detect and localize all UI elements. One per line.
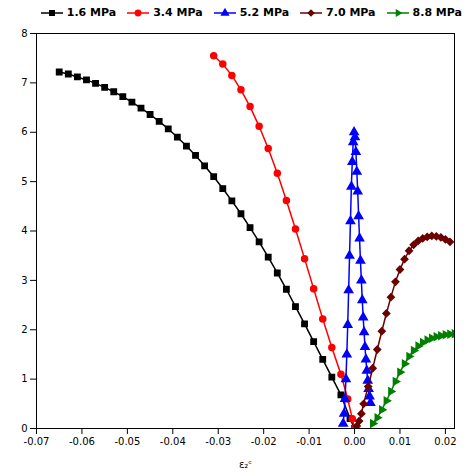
html-text:7.0 MPa: 7.0 MPa: [326, 6, 376, 19]
svg-text:-0.07: -0.07: [24, 436, 50, 447]
svg-text:-0.01: -0.01: [296, 436, 322, 447]
svg-text:-0.04: -0.04: [160, 436, 186, 447]
svg-text:6: 6: [21, 126, 27, 137]
svg-text:7: 7: [21, 77, 27, 88]
svg-text:5: 5: [21, 176, 27, 187]
svg-text:0.00: 0.00: [343, 436, 365, 447]
html-text:5.2 MPa: 5.2 MPa: [239, 6, 290, 19]
svg-text:-0.02: -0.02: [251, 436, 277, 447]
svg-text:3: 3: [21, 275, 27, 286]
html-text:1.6 MPa: 1.6 MPa: [66, 6, 117, 19]
svg-text:8: 8: [21, 28, 27, 39]
svg-text:ε₂ᶜ: ε₂ᶜ: [239, 459, 252, 470]
svg-text:0: 0: [21, 423, 27, 434]
svg-text:2: 2: [21, 324, 27, 335]
html-text:3.4 MPa: 3.4 MPa: [153, 6, 203, 19]
svg-text:4: 4: [21, 225, 27, 236]
svg-text:-0.03: -0.03: [205, 436, 231, 447]
svg-text:-0.06: -0.06: [69, 436, 95, 447]
svg-text:0.02: 0.02: [434, 436, 456, 447]
svg-text:0.01: 0.01: [389, 436, 411, 447]
svg-text:-0.05: -0.05: [114, 436, 140, 447]
html-text:8.8 MPa: 8.8 MPa: [412, 6, 462, 19]
svg-text:1: 1: [21, 373, 27, 384]
